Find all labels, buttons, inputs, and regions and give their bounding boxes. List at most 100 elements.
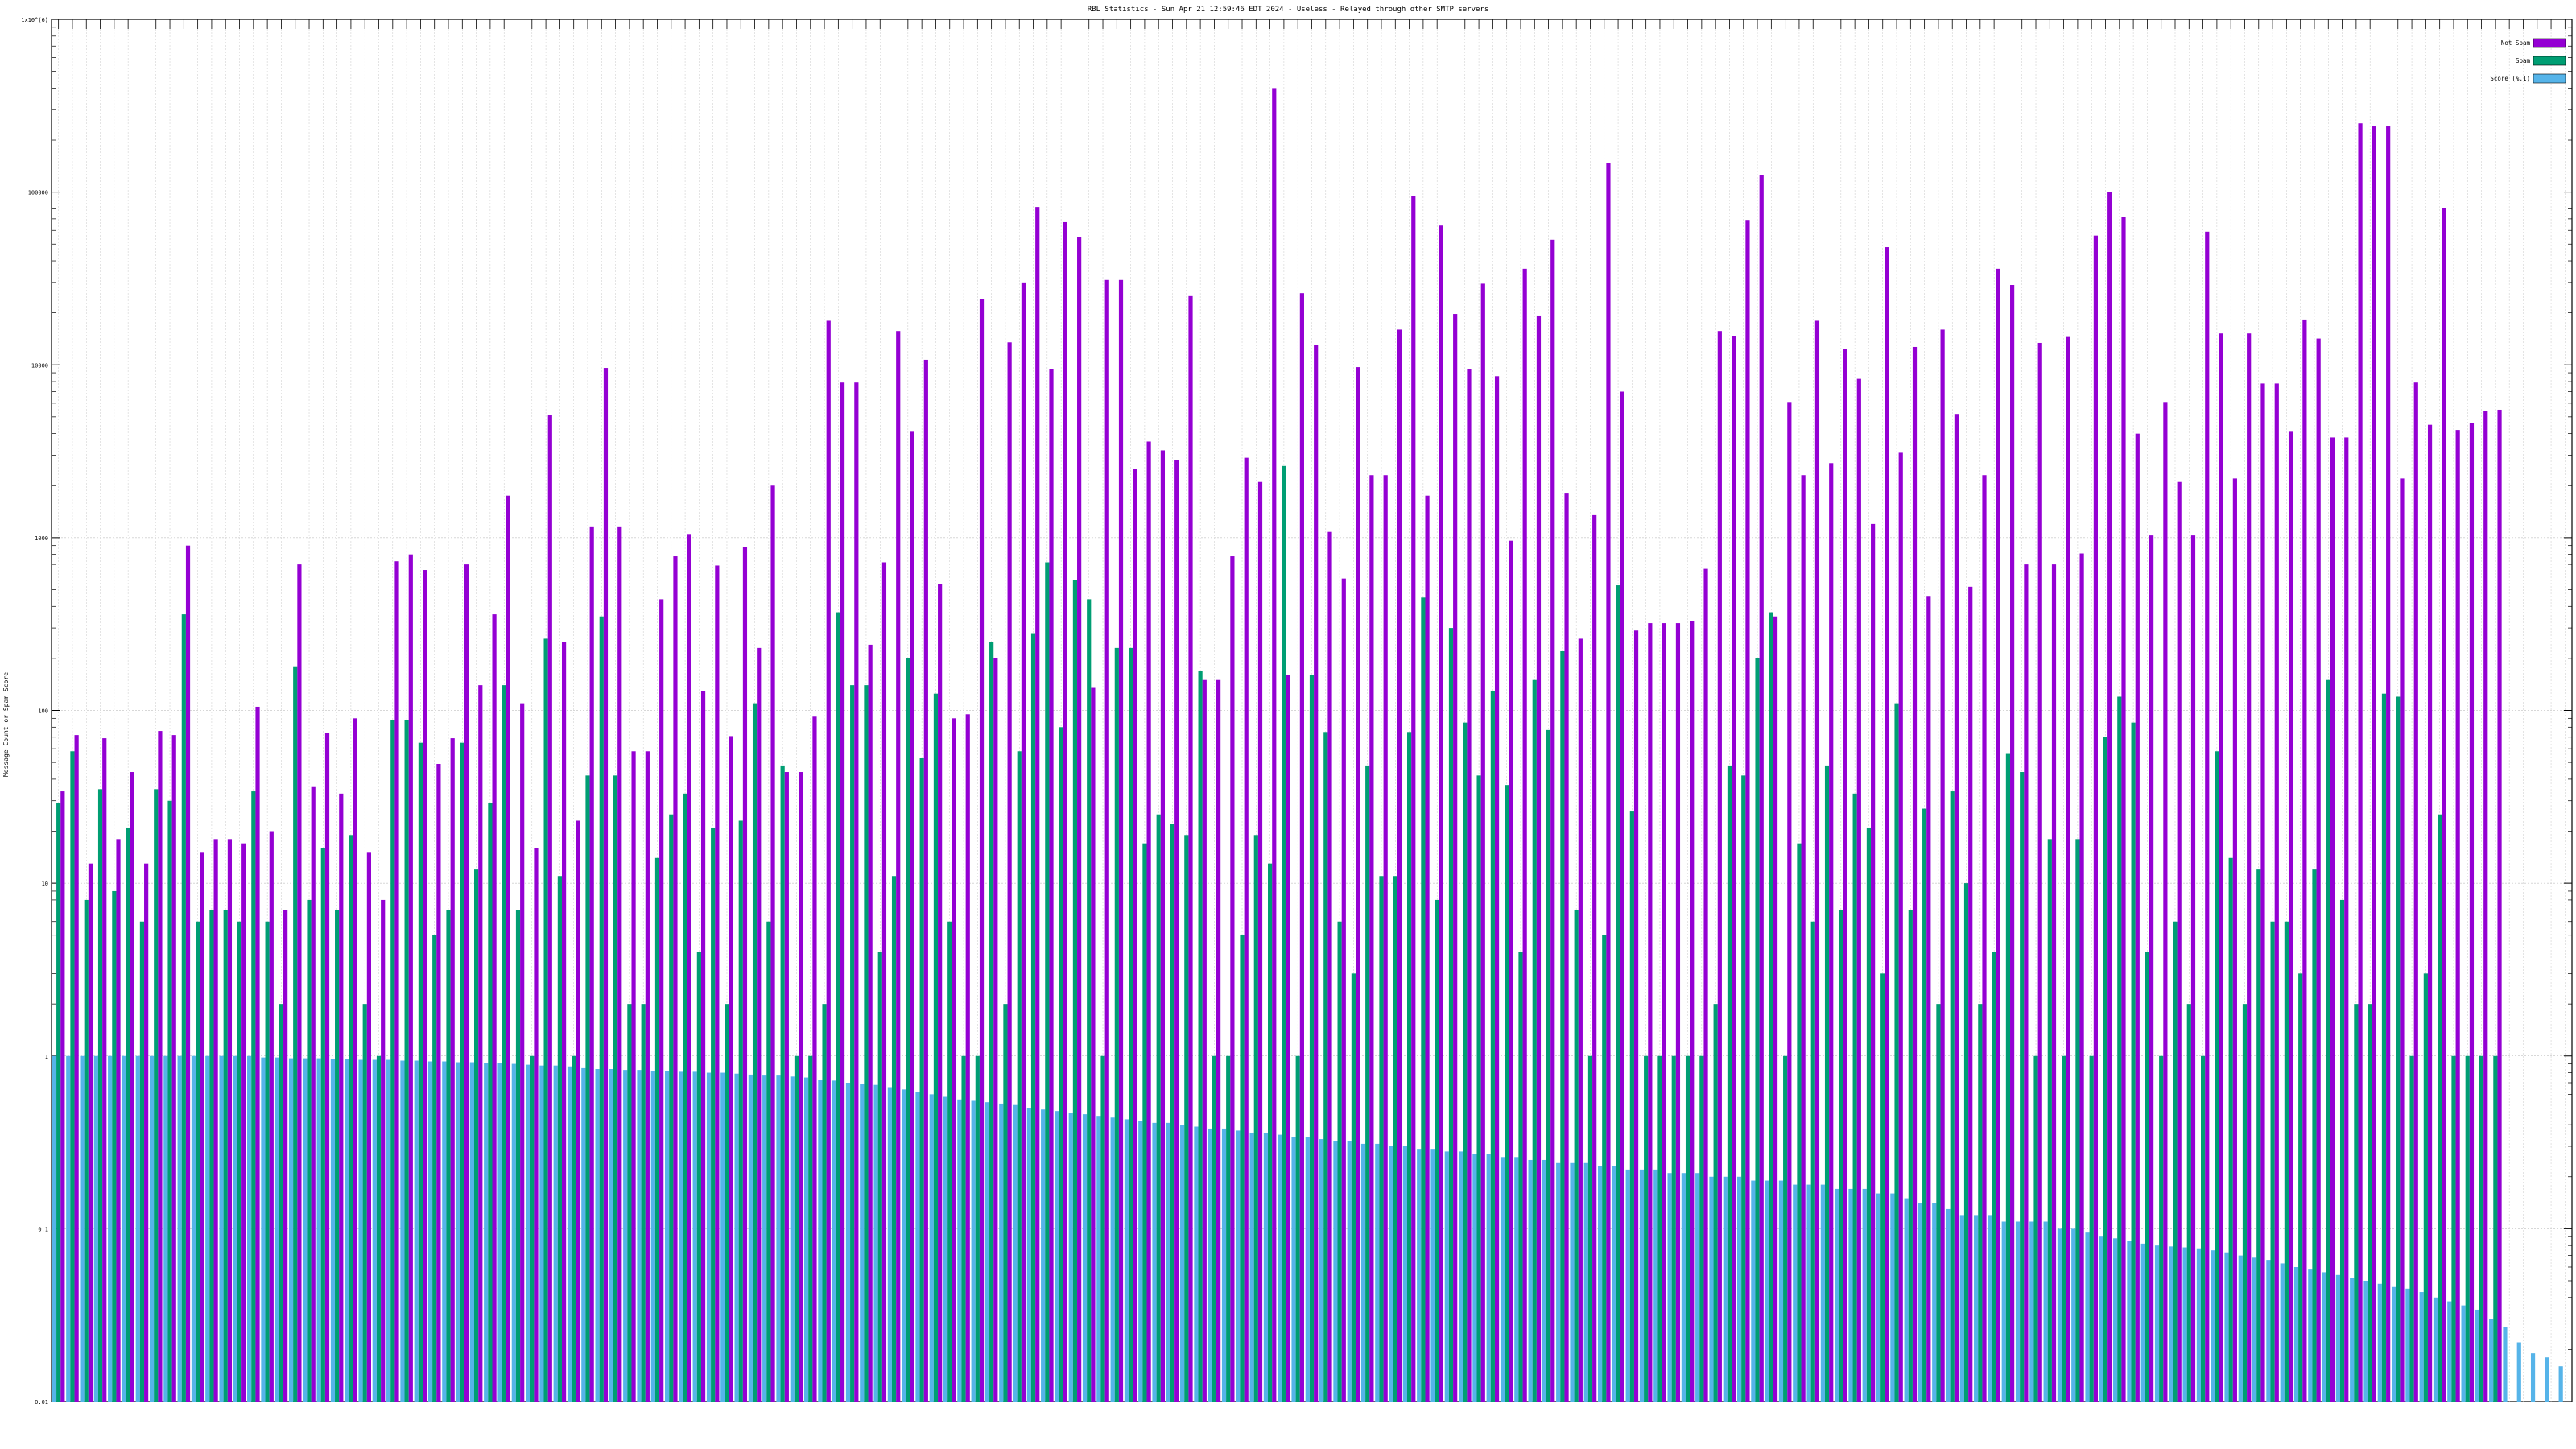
not-spam-bar: [436, 763, 441, 1402]
spam-bar: [711, 827, 716, 1402]
score-bar: [971, 1100, 976, 1402]
score-bar: [1500, 1157, 1505, 1402]
spam-bar: [1629, 811, 1634, 1402]
score-bar: [1263, 1132, 1269, 1402]
not-spam-bar: [324, 733, 330, 1402]
not-spam-bar: [1856, 378, 1861, 1402]
not-spam-bar: [603, 368, 609, 1402]
not-spam-bar: [1174, 460, 1179, 1402]
not-spam-bar: [617, 526, 622, 1402]
score-bar: [1375, 1143, 1380, 1402]
not-spam-bar: [353, 718, 357, 1402]
not-spam-bar: [255, 706, 260, 1402]
not-spam-bar: [2066, 336, 2070, 1402]
not-spam-bar: [1341, 578, 1346, 1402]
score-bar: [2363, 1280, 2368, 1402]
score-bar: [1932, 1203, 1937, 1402]
score-bar: [1848, 1188, 1853, 1402]
not-spam-bar: [1133, 469, 1137, 1402]
score-bar: [330, 1059, 336, 1402]
not-spam-bar: [116, 839, 121, 1402]
score-bar: [414, 1060, 419, 1402]
spam-bar: [1685, 1055, 1690, 1402]
not-spam-bar: [1898, 452, 1903, 1402]
not-spam-bar: [645, 751, 650, 1402]
not-spam-bar: [2316, 338, 2321, 1402]
score-bar: [957, 1099, 962, 1402]
not-spam-bar: [1494, 376, 1500, 1402]
not-spam-bar: [2177, 481, 2182, 1402]
not-spam-bar: [506, 495, 510, 1402]
score-bar: [2057, 1228, 2062, 1402]
score-bar: [1681, 1173, 1686, 1402]
score-bar: [1430, 1149, 1435, 1402]
not-spam-bar: [478, 685, 483, 1402]
not-spam-bar: [1244, 457, 1249, 1402]
not-spam-bar: [965, 714, 970, 1402]
spam-bar: [1253, 835, 1258, 1402]
spam-bar: [1030, 633, 1036, 1402]
spam-bar: [1226, 1055, 1231, 1402]
not-spam-bar: [1606, 163, 1611, 1402]
spam-bar: [293, 666, 298, 1402]
not-spam-bar: [589, 526, 594, 1402]
not-spam-bar: [1690, 621, 1695, 1402]
score-bar: [1389, 1146, 1393, 1402]
spam-bar: [989, 642, 994, 1402]
not-spam-bar: [2400, 478, 2405, 1402]
score-bar: [2558, 1366, 2563, 1402]
not-spam-bar: [88, 863, 93, 1402]
not-spam-bar: [1355, 367, 1360, 1402]
score-bar: [1194, 1126, 1199, 1402]
spam-bar: [850, 685, 855, 1402]
not-spam-bar: [171, 735, 176, 1402]
spam-bar: [2381, 693, 2387, 1402]
spam-bar: [919, 758, 924, 1402]
spam-bar: [557, 876, 562, 1402]
spam-bar: [404, 720, 409, 1402]
spam-bar: [1100, 1055, 1105, 1402]
score-bar: [93, 1055, 98, 1402]
spam-bar: [2173, 921, 2178, 1402]
spam-bar: [2312, 869, 2317, 1402]
spam-bar: [488, 803, 493, 1402]
not-spam-bar: [339, 793, 344, 1402]
not-spam-bar: [1773, 616, 1778, 1402]
spam-bar: [56, 803, 61, 1402]
not-spam-bar: [2302, 319, 2307, 1402]
not-spam-bar: [1118, 279, 1124, 1402]
score-bar: [1319, 1139, 1324, 1402]
score-bar: [748, 1074, 753, 1402]
spam-bar: [196, 921, 200, 1402]
not-spam-bar: [2372, 126, 2376, 1402]
spam-bar: [933, 693, 939, 1402]
not-spam-bar: [2121, 217, 2126, 1402]
not-spam-bar: [2358, 123, 2363, 1402]
spam-bar: [599, 616, 604, 1402]
spam-bar: [1142, 843, 1147, 1402]
spam-bar: [1282, 465, 1286, 1402]
score-bar: [860, 1084, 865, 1402]
score-bar: [2489, 1319, 2494, 1402]
score-bar: [1333, 1141, 1338, 1402]
spam-bar: [1435, 899, 1439, 1402]
not-spam-bar: [1188, 295, 1193, 1402]
spam-bar: [1936, 1004, 1941, 1402]
score-bar: [1041, 1109, 1046, 1402]
not-spam-bar: [757, 647, 762, 1402]
score-bar: [358, 1059, 363, 1402]
not-spam-bar: [2149, 535, 2154, 1402]
not-spam-bar: [2413, 382, 2418, 1402]
score-bar: [2015, 1221, 2021, 1402]
not-spam-bar: [715, 565, 720, 1402]
not-spam-bar: [1202, 679, 1207, 1402]
legend-swatch-not-spam: [2533, 38, 2566, 48]
score-bar: [2280, 1263, 2285, 1402]
score-bar: [1653, 1169, 1658, 1402]
score-bar: [818, 1080, 823, 1402]
spam-bar: [1393, 876, 1397, 1402]
chart-title: RBL Statistics - Sun Apr 21 12:59:46 EDT…: [1088, 6, 1489, 14]
not-spam-bar: [1146, 441, 1151, 1402]
not-spam-bar: [144, 863, 149, 1402]
score-bar: [442, 1061, 447, 1402]
